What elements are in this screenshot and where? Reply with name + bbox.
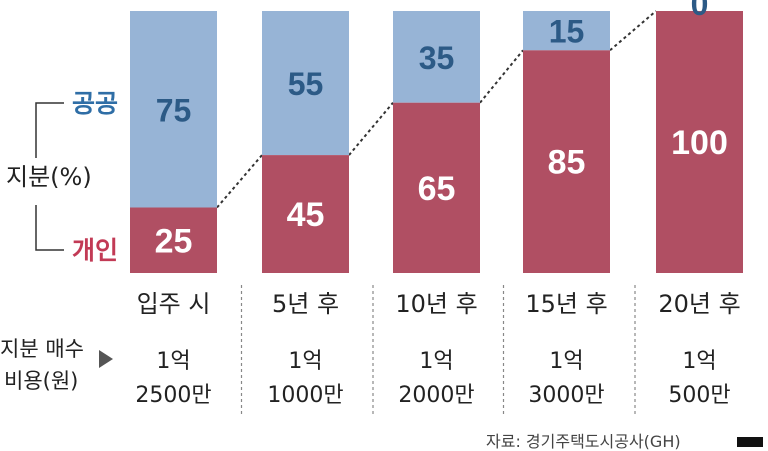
bar-value-public-0: 75 [156,92,192,128]
column-dividers [240,285,636,415]
category-label-4: 20년 후 [658,290,740,318]
bars [130,11,743,273]
cost-value-1-1: 1000만 [267,383,343,408]
bar-public-1 [262,11,349,156]
connector-line-3 [609,10,657,52]
bar-value-labels: 25 75 45 55 65 35 85 15 100 0 [155,0,728,260]
bar-private-2 [393,102,480,273]
category-label-3: 15년 후 [525,290,607,318]
connector-line-2 [479,49,524,104]
bracket-bottom [35,205,64,251]
cost-value-3-0: 1억 [549,349,583,374]
bar-private-3 [523,50,610,273]
category-label-1: 5년 후 [272,290,339,318]
bar-public-0 [130,11,217,208]
legend-public-label: 공공 [72,89,118,118]
bar-value-private-0: 25 [155,222,193,260]
source-text: 자료: 경기주택도시공사(GH) [486,432,681,451]
connector-lines [216,10,657,209]
cost-rows: 1억 2500만 1억 1000만 1억 2000만 1억 3000만 1억 500만 지분 매수비… [0,337,731,408]
cost-row-label-2: 비용(원) [4,369,78,393]
bar-value-public-2: 35 [419,40,455,76]
bar-value-public-1: 55 [288,66,324,102]
bar-value-private-2: 65 [418,170,456,208]
cost-value-0-1: 2500만 [135,383,211,408]
bar-value-public-4: 0 [691,0,709,22]
bar-value-private-3: 85 [548,144,586,182]
arrow-icon [99,350,113,368]
footer-block [737,437,763,447]
y-axis-label: 지분(%) [6,163,92,191]
bracket-top [35,102,64,158]
connector-line-1 [348,102,394,156]
cost-value-0-0: 1억 [156,349,190,374]
source-note: 자료: 경기주택도시공사(GH) [486,432,763,451]
cost-value-2-0: 1억 [419,349,453,374]
connector-line-0 [216,154,263,209]
category-labels: 입주 시 5년 후 10년 후 15년 후 20년 후 [137,290,741,318]
bar-public-2 [393,11,480,103]
cost-value-4-1: 500만 [668,383,730,408]
cost-value-4-0: 1억 [682,349,716,374]
bar-public-3 [523,11,610,51]
category-label-2: 10년 후 [395,290,477,318]
cost-value-3-1: 3000만 [528,383,604,408]
cost-value-2-1: 2000만 [398,383,474,408]
bar-private-4 [656,11,743,273]
bar-value-private-4: 100 [671,124,728,162]
legend-private-label: 개인 [72,236,118,265]
bar-value-public-3: 15 [549,14,585,50]
cost-row-label-1: 지분 매수 [0,337,84,361]
bar-private-0 [130,207,217,273]
cost-value-1-0: 1억 [288,349,322,374]
category-label-0: 입주 시 [137,290,211,318]
bar-private-1 [262,155,349,273]
bar-value-private-1: 45 [287,196,325,234]
